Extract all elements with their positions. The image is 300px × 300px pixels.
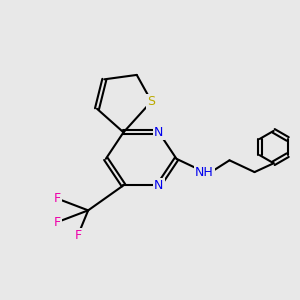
Text: F: F <box>54 216 61 229</box>
Text: N: N <box>154 126 164 139</box>
Text: F: F <box>54 192 61 205</box>
Text: NH: NH <box>195 166 214 178</box>
Text: S: S <box>148 95 155 108</box>
Text: N: N <box>154 179 164 192</box>
Text: F: F <box>74 229 81 242</box>
